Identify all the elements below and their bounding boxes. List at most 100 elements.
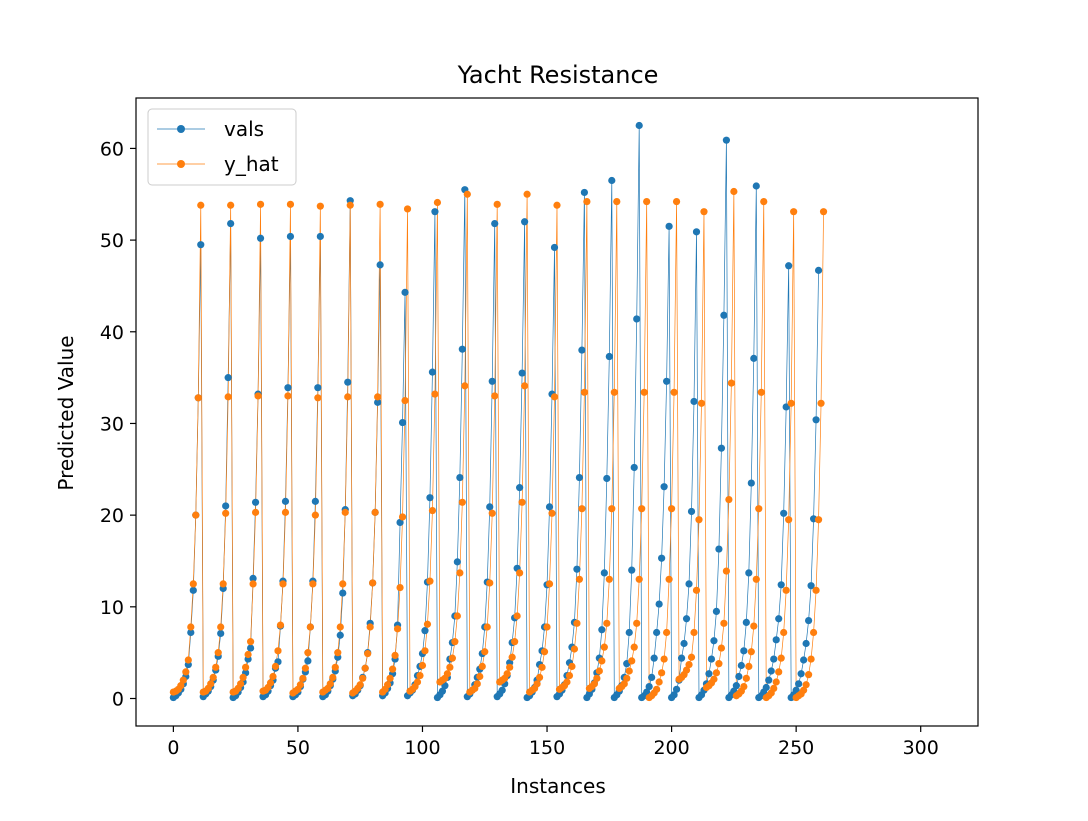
data-point xyxy=(782,403,790,411)
data-point xyxy=(403,205,412,213)
data-point xyxy=(421,647,429,655)
x-tick-label: 100 xyxy=(404,737,440,759)
data-point xyxy=(177,682,185,690)
data-point xyxy=(393,625,402,633)
data-point xyxy=(483,623,491,631)
data-point xyxy=(486,503,494,511)
data-point xyxy=(814,266,823,274)
data-point xyxy=(545,580,554,588)
data-point xyxy=(598,626,606,634)
data-point xyxy=(653,628,661,637)
data-point xyxy=(600,643,608,651)
data-point xyxy=(374,398,382,406)
data-point xyxy=(311,497,319,505)
data-point xyxy=(665,575,673,583)
data-point xyxy=(819,208,828,216)
data-point xyxy=(256,234,265,242)
data-point xyxy=(580,388,589,396)
legend-label-vals: vals xyxy=(224,117,264,141)
data-point xyxy=(426,494,434,502)
data-point xyxy=(787,399,795,407)
data-point xyxy=(446,663,454,671)
data-point xyxy=(237,680,245,688)
data-point xyxy=(498,686,506,694)
data-point xyxy=(795,680,803,688)
data-point xyxy=(550,243,559,252)
data-point xyxy=(782,586,790,594)
data-point xyxy=(187,628,195,637)
data-point xyxy=(648,673,656,682)
data-point xyxy=(687,653,696,661)
data-point xyxy=(543,623,551,631)
data-point xyxy=(722,136,731,144)
data-point xyxy=(814,516,823,524)
y-tick-label: 60 xyxy=(100,138,124,160)
data-point xyxy=(266,679,275,687)
data-point xyxy=(334,649,342,657)
data-point xyxy=(603,474,611,483)
data-point xyxy=(802,681,810,689)
data-point xyxy=(740,647,748,655)
data-point xyxy=(209,673,217,682)
data-point xyxy=(458,498,466,506)
data-point xyxy=(573,565,581,573)
data-point xyxy=(493,200,501,208)
data-point xyxy=(745,569,753,577)
data-point xyxy=(667,505,676,513)
data-point xyxy=(453,558,461,566)
data-point xyxy=(456,569,464,577)
x-tick-label: 50 xyxy=(286,737,310,759)
data-point xyxy=(735,672,743,681)
data-point xyxy=(605,352,613,361)
data-point xyxy=(396,518,404,527)
data-point xyxy=(548,509,556,517)
data-point xyxy=(633,315,641,323)
data-point xyxy=(246,644,255,652)
legend-marker-y-hat xyxy=(177,160,185,168)
data-point xyxy=(476,672,484,681)
data-point xyxy=(760,198,768,206)
data-point xyxy=(765,676,773,684)
data-point xyxy=(443,670,451,678)
data-point xyxy=(653,685,661,693)
data-point xyxy=(772,636,780,644)
data-point xyxy=(717,644,726,652)
data-point xyxy=(374,393,382,401)
data-point xyxy=(710,637,718,645)
data-point xyxy=(388,665,397,673)
data-point xyxy=(658,554,666,562)
data-point xyxy=(645,682,653,691)
data-point xyxy=(570,645,579,653)
data-point xyxy=(299,674,307,682)
data-point xyxy=(737,661,745,670)
data-point xyxy=(182,668,190,676)
data-point xyxy=(785,516,793,524)
data-point xyxy=(545,503,554,511)
data-point xyxy=(663,377,671,385)
x-axis-ticks: 0 50 100 150 200 250 300 xyxy=(167,726,939,759)
legend: vals y_hat xyxy=(147,108,297,186)
data-point xyxy=(421,627,429,635)
data-point xyxy=(650,654,658,662)
data-point xyxy=(192,511,200,519)
data-point xyxy=(605,575,613,583)
data-point xyxy=(433,198,442,207)
data-point xyxy=(423,620,432,628)
data-point xyxy=(580,188,589,197)
y-tick-label: 30 xyxy=(100,413,124,435)
data-point xyxy=(416,671,424,680)
data-point xyxy=(628,566,636,574)
data-point xyxy=(687,507,696,516)
data-point xyxy=(521,382,529,390)
data-point xyxy=(222,509,230,517)
data-point xyxy=(274,647,282,655)
data-point xyxy=(256,200,265,208)
data-point xyxy=(371,508,379,516)
data-point xyxy=(281,497,290,505)
data-point xyxy=(214,649,222,657)
data-point xyxy=(391,651,399,660)
data-point xyxy=(276,621,285,629)
data-point xyxy=(670,388,678,396)
data-point xyxy=(643,688,651,696)
data-point xyxy=(742,674,750,682)
